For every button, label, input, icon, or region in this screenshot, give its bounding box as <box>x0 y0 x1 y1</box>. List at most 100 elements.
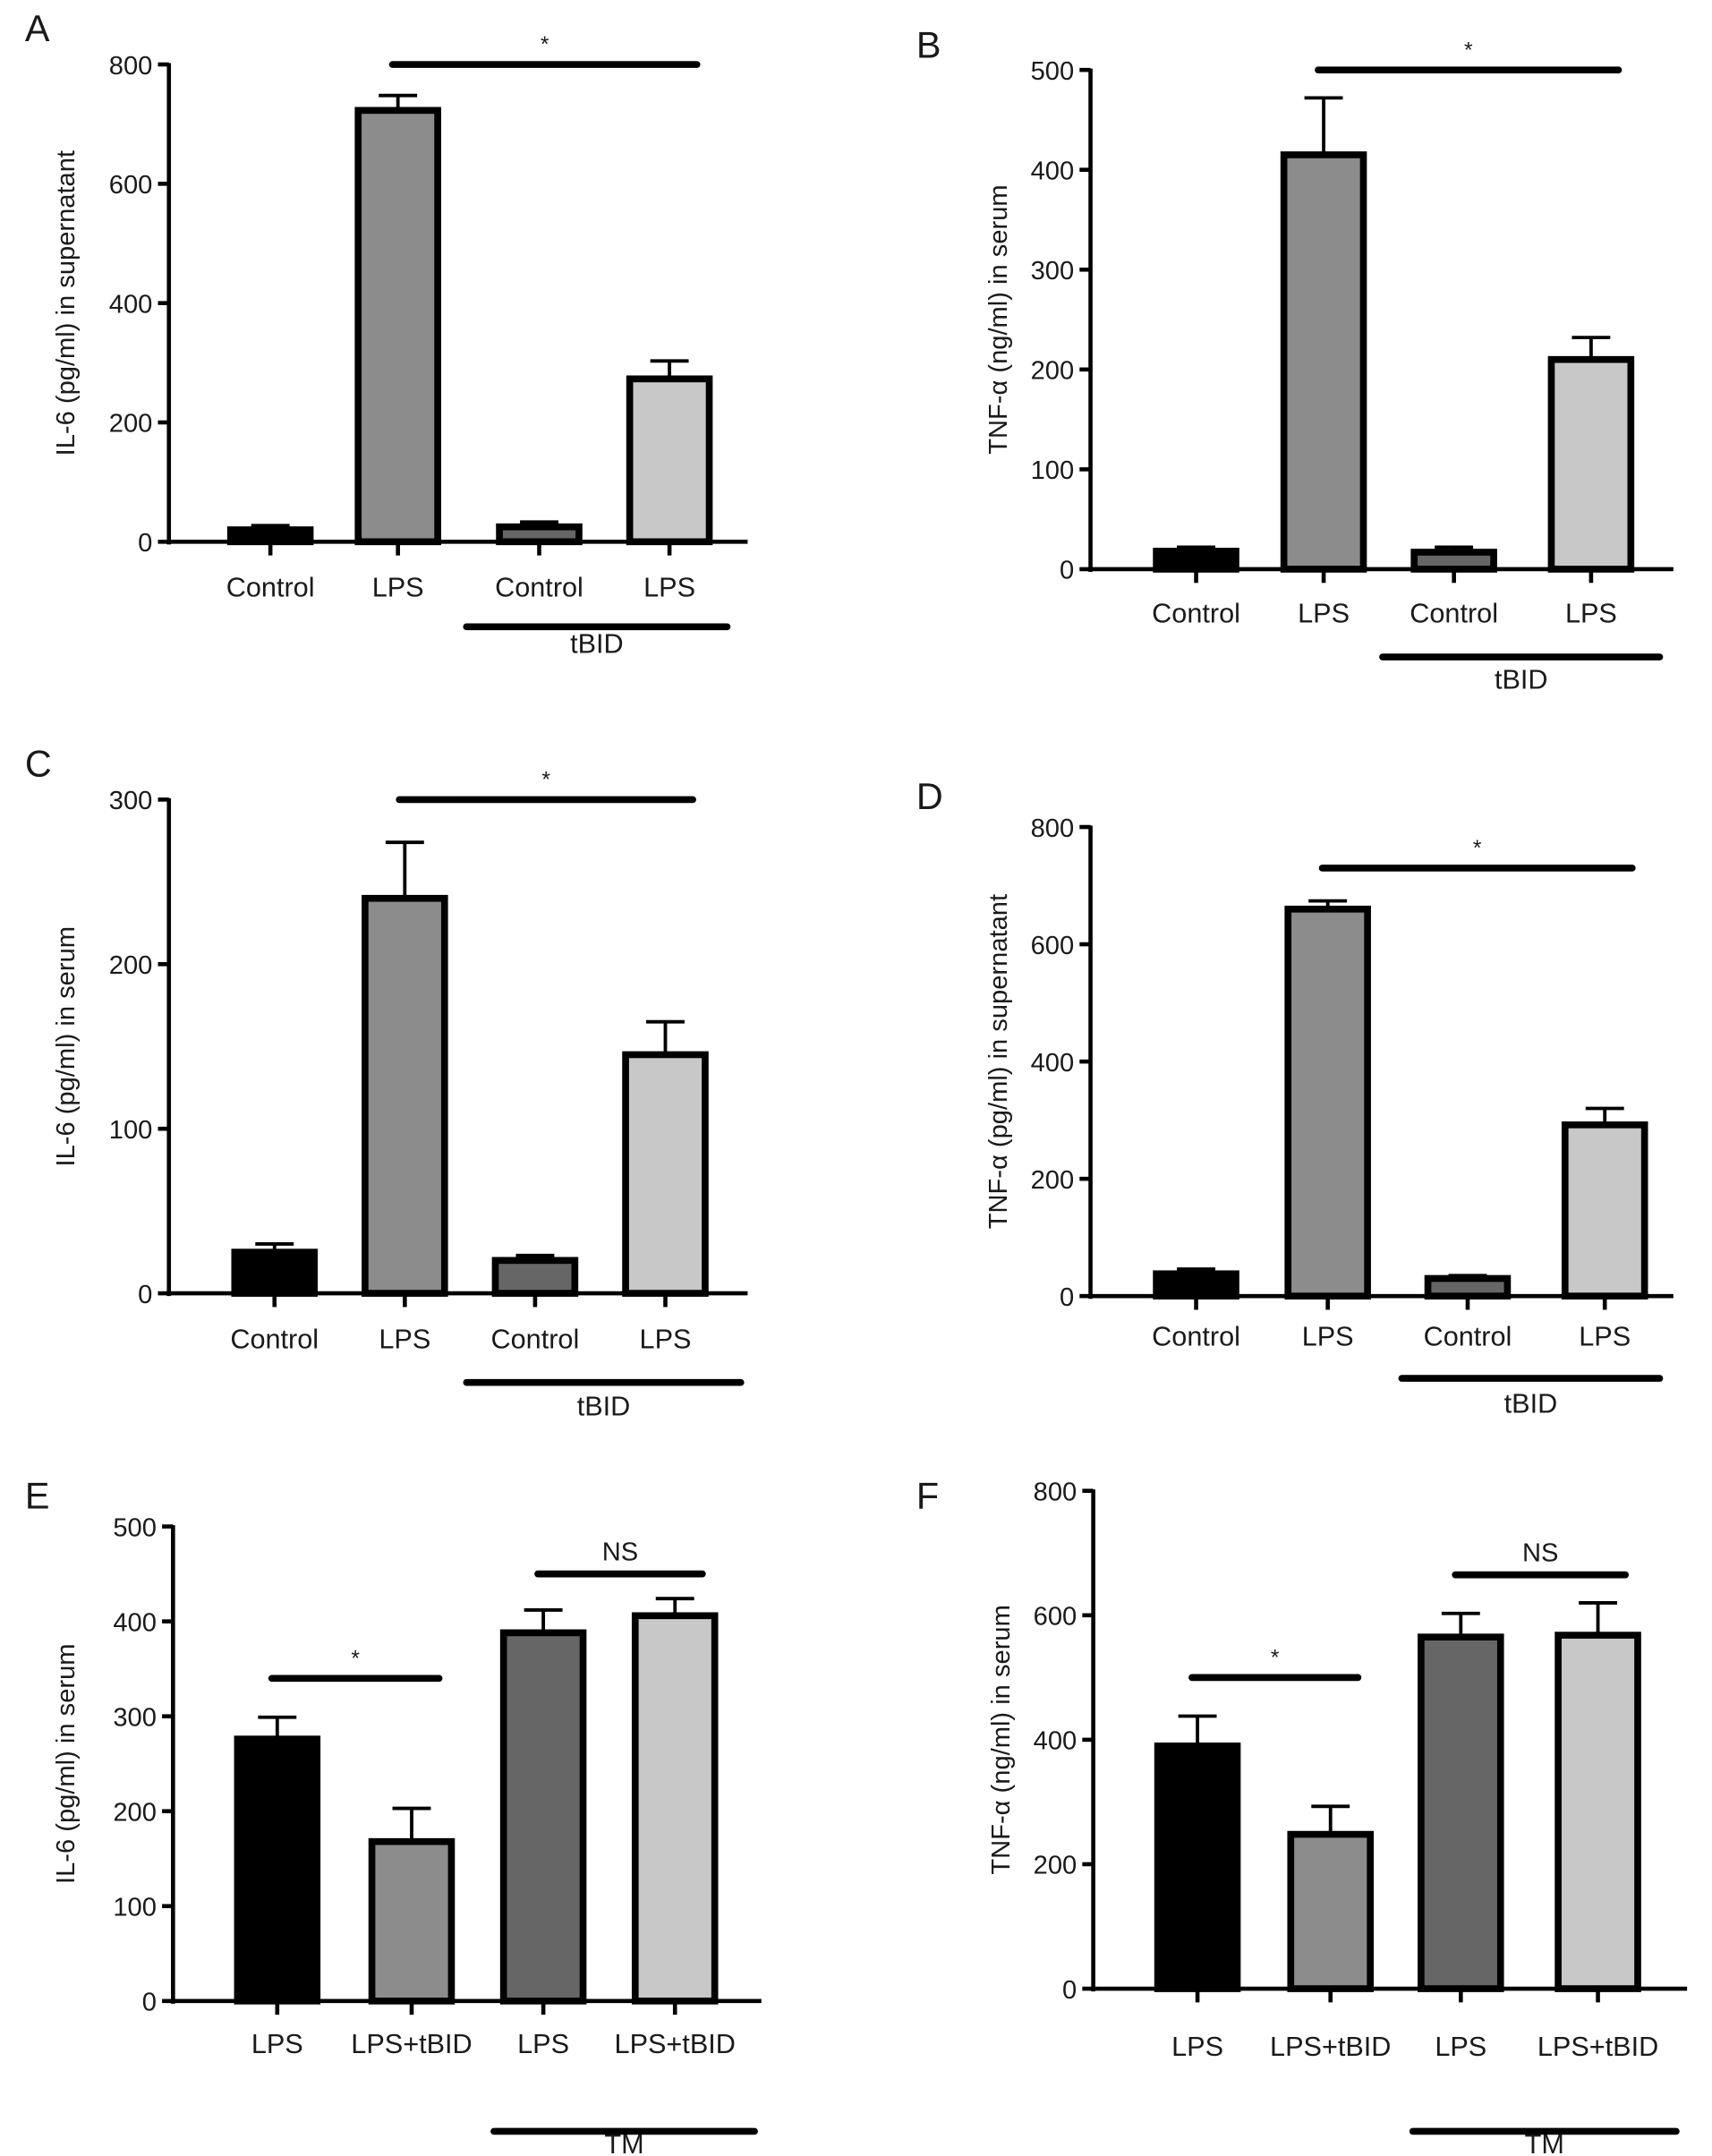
bar <box>1547 355 1635 573</box>
significance-label: * <box>1473 837 1482 861</box>
bar <box>1154 1743 1241 1992</box>
y-tick-label: 200 <box>1031 1166 1075 1195</box>
bar <box>1153 1270 1239 1300</box>
y-tick-label: 800 <box>1034 1478 1077 1506</box>
panel-letter: E <box>25 1476 50 1517</box>
bar <box>1284 905 1371 1300</box>
significance-label: * <box>541 769 550 793</box>
significance-label: NS <box>602 1538 638 1566</box>
y-tick-label: 0 <box>138 529 152 558</box>
x-tick-label: Control <box>495 573 583 603</box>
panel-letter: B <box>916 24 941 65</box>
y-axis-label: TNF-α (ng/ml) in serum <box>984 184 1013 454</box>
y-tick-label: 0 <box>1060 557 1074 585</box>
bar <box>362 894 448 1297</box>
x-tick-label: LPS+tBID <box>351 2029 472 2059</box>
y-tick-label: 400 <box>1031 157 1075 185</box>
x-tick-label: Control <box>230 1324 319 1354</box>
group-label: tBID <box>577 1391 631 1421</box>
y-axis-label: IL-6 (pg/ml) in serum <box>52 926 81 1167</box>
y-tick-label: 200 <box>1034 1852 1077 1880</box>
y-tick-label: 200 <box>109 410 153 439</box>
y-tick-label: 200 <box>109 951 153 980</box>
y-tick-label: 400 <box>1034 1727 1077 1756</box>
bar <box>1410 549 1497 573</box>
panel-letter: F <box>916 1476 939 1517</box>
significance-label: * <box>1271 1647 1280 1671</box>
significance-label: * <box>541 33 549 57</box>
x-tick-label: LPS <box>379 1324 430 1354</box>
bar <box>234 1735 321 2005</box>
x-tick-label: LPS <box>1302 1321 1354 1351</box>
y-tick-label: 400 <box>109 290 153 319</box>
x-tick-label: Control <box>226 573 315 603</box>
y-tick-label: 0 <box>1060 1283 1074 1312</box>
bar <box>1424 1274 1512 1300</box>
bar <box>231 1248 319 1297</box>
x-tick-label: LPS <box>1298 599 1350 629</box>
bar <box>499 1629 587 2005</box>
bar <box>368 1837 456 2005</box>
bar <box>496 523 583 546</box>
y-tick-label: 0 <box>138 1281 152 1309</box>
group-label: tBID <box>1495 664 1548 695</box>
x-tick-label: Control <box>1424 1321 1512 1351</box>
bar <box>631 1612 719 2005</box>
bar <box>626 375 713 546</box>
y-tick-label: 0 <box>142 1989 157 2017</box>
x-tick-label: LPS <box>517 2029 569 2059</box>
significance-label: * <box>1464 38 1473 63</box>
y-tick-label: 500 <box>1031 57 1075 86</box>
y-tick-label: 100 <box>109 1116 153 1145</box>
y-tick-label: 600 <box>109 171 153 200</box>
group-label: TM <box>1525 2129 1564 2156</box>
panel-letter: A <box>25 8 50 49</box>
y-tick-label: 600 <box>1031 932 1075 960</box>
bar <box>226 526 314 546</box>
bar <box>622 1051 709 1297</box>
x-tick-label: Control <box>1152 599 1240 629</box>
x-tick-label: LPS <box>372 573 424 603</box>
x-tick-label: LPS <box>640 1324 692 1354</box>
bar <box>1418 1633 1504 1992</box>
x-tick-label: LPS <box>1435 2032 1486 2062</box>
x-tick-label: LPS+tBID <box>1537 2032 1658 2062</box>
group-label: tBID <box>1504 1388 1558 1419</box>
panel-letter: D <box>916 776 943 817</box>
y-tick-label: 100 <box>1031 456 1075 485</box>
x-tick-label: LPS <box>643 573 695 603</box>
y-axis-label: TNF-α (pg/ml) in supernatant <box>984 894 1013 1229</box>
y-tick-label: 200 <box>113 1798 157 1827</box>
y-tick-label: 500 <box>113 1513 157 1542</box>
y-tick-label: 300 <box>109 787 153 815</box>
x-tick-label: LPS <box>1565 599 1617 629</box>
significance-label: NS <box>1522 1538 1558 1567</box>
x-tick-label: LPS+tBID <box>1270 2032 1391 2062</box>
group-label: tBID <box>570 628 624 659</box>
y-tick-label: 100 <box>113 1894 157 1922</box>
bar <box>1153 548 1239 573</box>
y-tick-label: 800 <box>109 52 153 81</box>
y-tick-label: 0 <box>1062 1976 1077 2005</box>
bar <box>1287 1830 1374 1992</box>
y-tick-label: 800 <box>1031 814 1075 843</box>
x-tick-label: Control <box>491 1324 580 1354</box>
y-tick-label: 400 <box>113 1608 157 1637</box>
bar <box>1561 1121 1648 1300</box>
x-tick-label: LPS+tBID <box>615 2029 736 2059</box>
y-axis-label: IL-6 (pg/ml) in serum <box>52 1643 81 1884</box>
y-tick-label: 600 <box>1034 1603 1077 1632</box>
y-tick-label: 300 <box>113 1703 157 1732</box>
significance-label: * <box>351 1647 360 1671</box>
y-tick-label: 300 <box>1031 257 1075 285</box>
panel-letter: C <box>25 743 52 784</box>
x-tick-label: LPS <box>251 2029 303 2059</box>
x-tick-label: Control <box>1152 1321 1240 1351</box>
bar <box>354 107 441 546</box>
y-axis-label: IL-6 (pg/ml) in supernatant <box>52 150 81 456</box>
bar <box>491 1257 579 1297</box>
y-tick-label: 400 <box>1031 1049 1075 1078</box>
x-tick-label: Control <box>1410 599 1498 629</box>
y-tick-label: 200 <box>1031 357 1075 386</box>
